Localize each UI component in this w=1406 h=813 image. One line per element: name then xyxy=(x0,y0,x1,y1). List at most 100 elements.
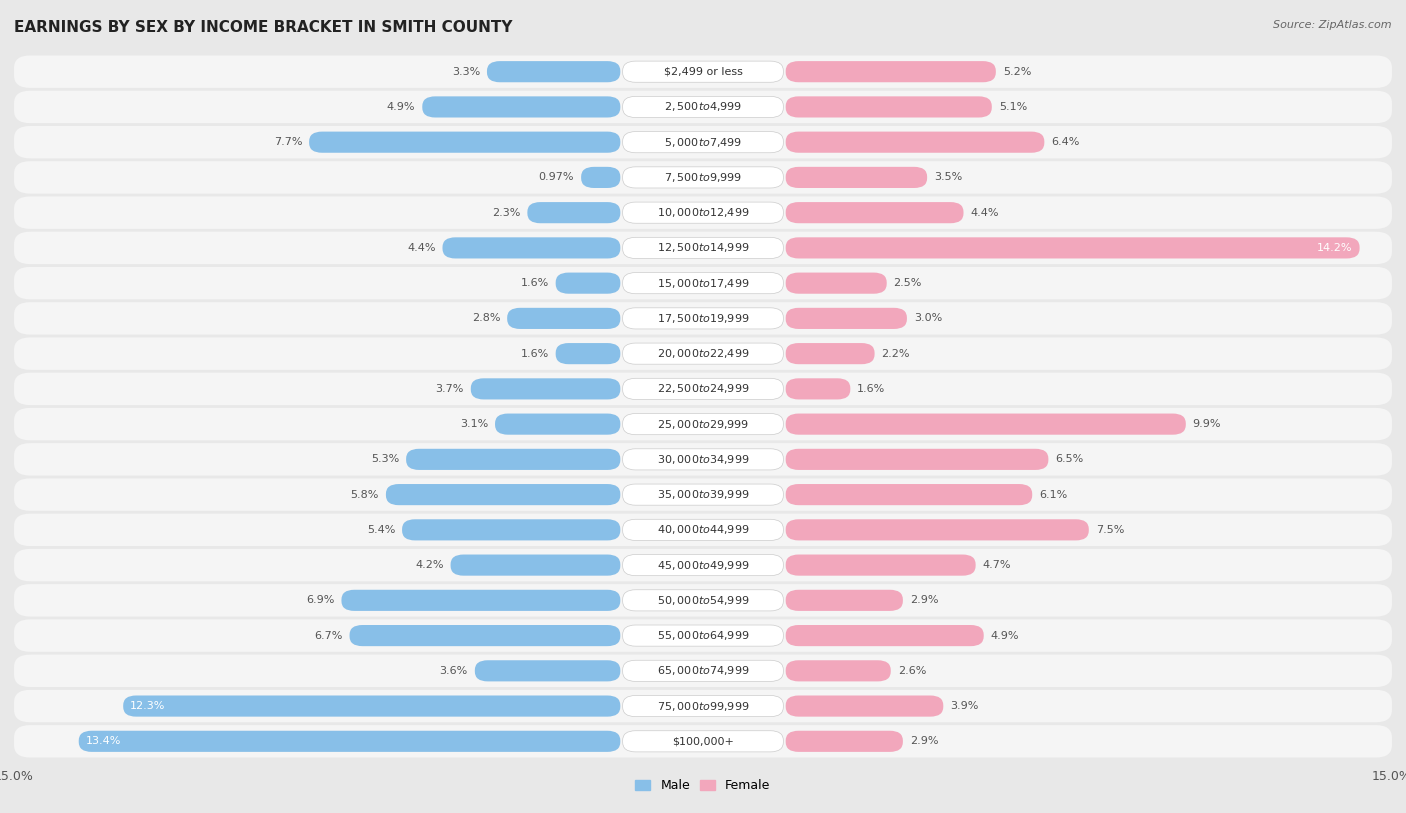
FancyBboxPatch shape xyxy=(385,484,620,505)
FancyBboxPatch shape xyxy=(14,372,1392,405)
FancyBboxPatch shape xyxy=(786,660,891,681)
Text: $12,500 to $14,999: $12,500 to $14,999 xyxy=(657,241,749,254)
Text: 12.3%: 12.3% xyxy=(131,701,166,711)
Text: 4.9%: 4.9% xyxy=(387,102,415,112)
Text: 1.6%: 1.6% xyxy=(520,349,548,359)
FancyBboxPatch shape xyxy=(350,625,620,646)
FancyBboxPatch shape xyxy=(623,237,783,259)
Text: 2.5%: 2.5% xyxy=(894,278,922,288)
FancyBboxPatch shape xyxy=(14,337,1392,370)
FancyBboxPatch shape xyxy=(402,520,620,541)
FancyBboxPatch shape xyxy=(786,695,943,716)
Text: $20,000 to $22,499: $20,000 to $22,499 xyxy=(657,347,749,360)
Text: $50,000 to $54,999: $50,000 to $54,999 xyxy=(657,593,749,606)
Text: 6.5%: 6.5% xyxy=(1056,454,1084,464)
FancyBboxPatch shape xyxy=(786,449,1049,470)
FancyBboxPatch shape xyxy=(623,61,783,82)
FancyBboxPatch shape xyxy=(623,308,783,329)
FancyBboxPatch shape xyxy=(14,232,1392,264)
FancyBboxPatch shape xyxy=(786,554,976,576)
FancyBboxPatch shape xyxy=(786,61,995,82)
FancyBboxPatch shape xyxy=(124,695,620,716)
Text: 5.8%: 5.8% xyxy=(350,489,380,500)
FancyBboxPatch shape xyxy=(495,414,620,435)
FancyBboxPatch shape xyxy=(786,625,984,646)
FancyBboxPatch shape xyxy=(623,695,783,716)
Text: 3.1%: 3.1% xyxy=(460,420,488,429)
FancyBboxPatch shape xyxy=(475,660,620,681)
FancyBboxPatch shape xyxy=(623,449,783,470)
Text: 5.3%: 5.3% xyxy=(371,454,399,464)
FancyBboxPatch shape xyxy=(623,343,783,364)
FancyBboxPatch shape xyxy=(527,202,620,224)
FancyBboxPatch shape xyxy=(14,584,1392,616)
FancyBboxPatch shape xyxy=(471,378,620,399)
FancyBboxPatch shape xyxy=(14,267,1392,299)
FancyBboxPatch shape xyxy=(14,478,1392,511)
FancyBboxPatch shape xyxy=(79,731,620,752)
FancyBboxPatch shape xyxy=(555,343,620,364)
FancyBboxPatch shape xyxy=(786,589,903,611)
FancyBboxPatch shape xyxy=(786,343,875,364)
FancyBboxPatch shape xyxy=(623,378,783,399)
FancyBboxPatch shape xyxy=(443,237,620,259)
FancyBboxPatch shape xyxy=(786,484,1032,505)
Text: 0.97%: 0.97% xyxy=(538,172,574,182)
FancyBboxPatch shape xyxy=(581,167,620,188)
FancyBboxPatch shape xyxy=(14,55,1392,88)
FancyBboxPatch shape xyxy=(406,449,620,470)
FancyBboxPatch shape xyxy=(14,91,1392,123)
FancyBboxPatch shape xyxy=(786,167,927,188)
Text: 2.9%: 2.9% xyxy=(910,737,938,746)
FancyBboxPatch shape xyxy=(786,202,963,224)
Text: 4.4%: 4.4% xyxy=(408,243,436,253)
FancyBboxPatch shape xyxy=(14,197,1392,229)
FancyBboxPatch shape xyxy=(14,690,1392,722)
Text: $2,499 or less: $2,499 or less xyxy=(664,67,742,76)
FancyBboxPatch shape xyxy=(623,97,783,118)
Legend: Male, Female: Male, Female xyxy=(630,774,776,798)
FancyBboxPatch shape xyxy=(786,97,991,118)
FancyBboxPatch shape xyxy=(786,308,907,329)
Text: 6.4%: 6.4% xyxy=(1052,137,1080,147)
Text: $10,000 to $12,499: $10,000 to $12,499 xyxy=(657,207,749,220)
Text: 5.4%: 5.4% xyxy=(367,525,395,535)
Text: $100,000+: $100,000+ xyxy=(672,737,734,746)
Text: 3.9%: 3.9% xyxy=(950,701,979,711)
Text: 2.6%: 2.6% xyxy=(897,666,927,676)
FancyBboxPatch shape xyxy=(623,167,783,188)
FancyBboxPatch shape xyxy=(486,61,620,82)
FancyBboxPatch shape xyxy=(14,725,1392,758)
FancyBboxPatch shape xyxy=(555,272,620,293)
Text: $35,000 to $39,999: $35,000 to $39,999 xyxy=(657,488,749,501)
Text: 5.1%: 5.1% xyxy=(998,102,1026,112)
Text: 9.9%: 9.9% xyxy=(1192,420,1222,429)
Text: $17,500 to $19,999: $17,500 to $19,999 xyxy=(657,312,749,325)
Text: 3.7%: 3.7% xyxy=(436,384,464,393)
FancyBboxPatch shape xyxy=(786,520,1088,541)
FancyBboxPatch shape xyxy=(508,308,620,329)
FancyBboxPatch shape xyxy=(623,272,783,293)
Text: 6.7%: 6.7% xyxy=(315,631,343,641)
FancyBboxPatch shape xyxy=(14,443,1392,476)
Text: 4.9%: 4.9% xyxy=(991,631,1019,641)
Text: 2.9%: 2.9% xyxy=(910,595,938,606)
FancyBboxPatch shape xyxy=(14,126,1392,159)
Text: 7.7%: 7.7% xyxy=(274,137,302,147)
Text: $40,000 to $44,999: $40,000 to $44,999 xyxy=(657,524,749,537)
FancyBboxPatch shape xyxy=(309,132,620,153)
FancyBboxPatch shape xyxy=(623,589,783,611)
FancyBboxPatch shape xyxy=(14,514,1392,546)
FancyBboxPatch shape xyxy=(786,132,1045,153)
Text: 2.8%: 2.8% xyxy=(472,313,501,324)
Text: 5.2%: 5.2% xyxy=(1002,67,1031,76)
Text: Source: ZipAtlas.com: Source: ZipAtlas.com xyxy=(1274,20,1392,30)
Text: 3.5%: 3.5% xyxy=(934,172,962,182)
FancyBboxPatch shape xyxy=(623,202,783,224)
Text: 6.1%: 6.1% xyxy=(1039,489,1067,500)
Text: $65,000 to $74,999: $65,000 to $74,999 xyxy=(657,664,749,677)
FancyBboxPatch shape xyxy=(623,660,783,681)
Text: 4.2%: 4.2% xyxy=(415,560,444,570)
FancyBboxPatch shape xyxy=(786,272,887,293)
FancyBboxPatch shape xyxy=(14,161,1392,193)
